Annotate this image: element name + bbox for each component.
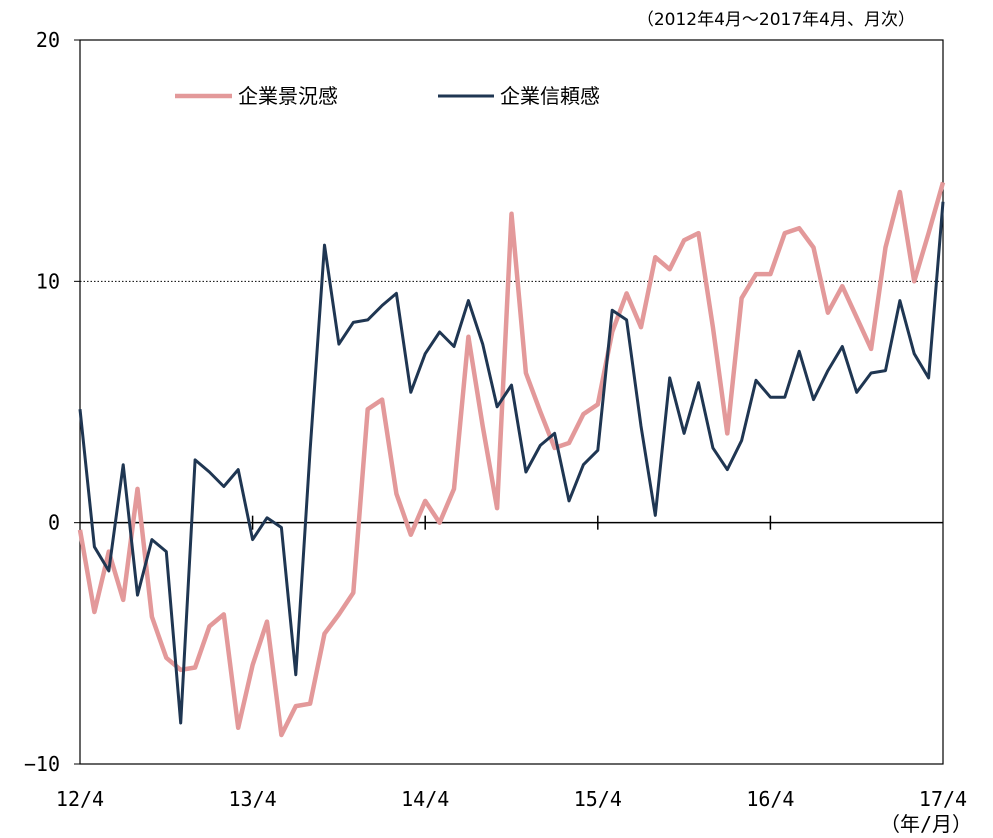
series-line-1 — [77, 181, 946, 738]
x-tick-label: 15/4 — [574, 787, 622, 811]
chart-subtitle: （2012年4月～2017年4月、月次） — [637, 10, 915, 30]
legend-label-2: 企業信頼感 — [500, 84, 600, 108]
legend: 企業景況感 企業信頼感 — [175, 84, 600, 108]
series-layer — [77, 181, 946, 738]
legend-label-1: 企業景況感 — [238, 84, 338, 108]
x-axis-unit-label: （年/月） — [880, 812, 972, 836]
plot-frame — [79, 39, 944, 765]
x-tick-label: 16/4 — [746, 787, 794, 811]
x-tick-label: 17/4 — [919, 787, 967, 811]
y-tick-label: 20 — [36, 28, 60, 52]
x-tick-label: 12/4 — [56, 787, 104, 811]
y-tick-label: 0 — [48, 511, 60, 535]
x-axis-ticks: 12/4 13/4 14/4 15/4 16/4 17/4 — [56, 515, 967, 811]
y-tick-label: 10 — [36, 269, 60, 293]
x-tick-label: 14/4 — [401, 787, 449, 811]
series-line-2 — [78, 201, 945, 725]
y-axis-ticks: −10 0 10 20 — [24, 28, 80, 776]
x-tick-label: 13/4 — [229, 787, 277, 811]
y-tick-label: −10 — [24, 752, 60, 776]
